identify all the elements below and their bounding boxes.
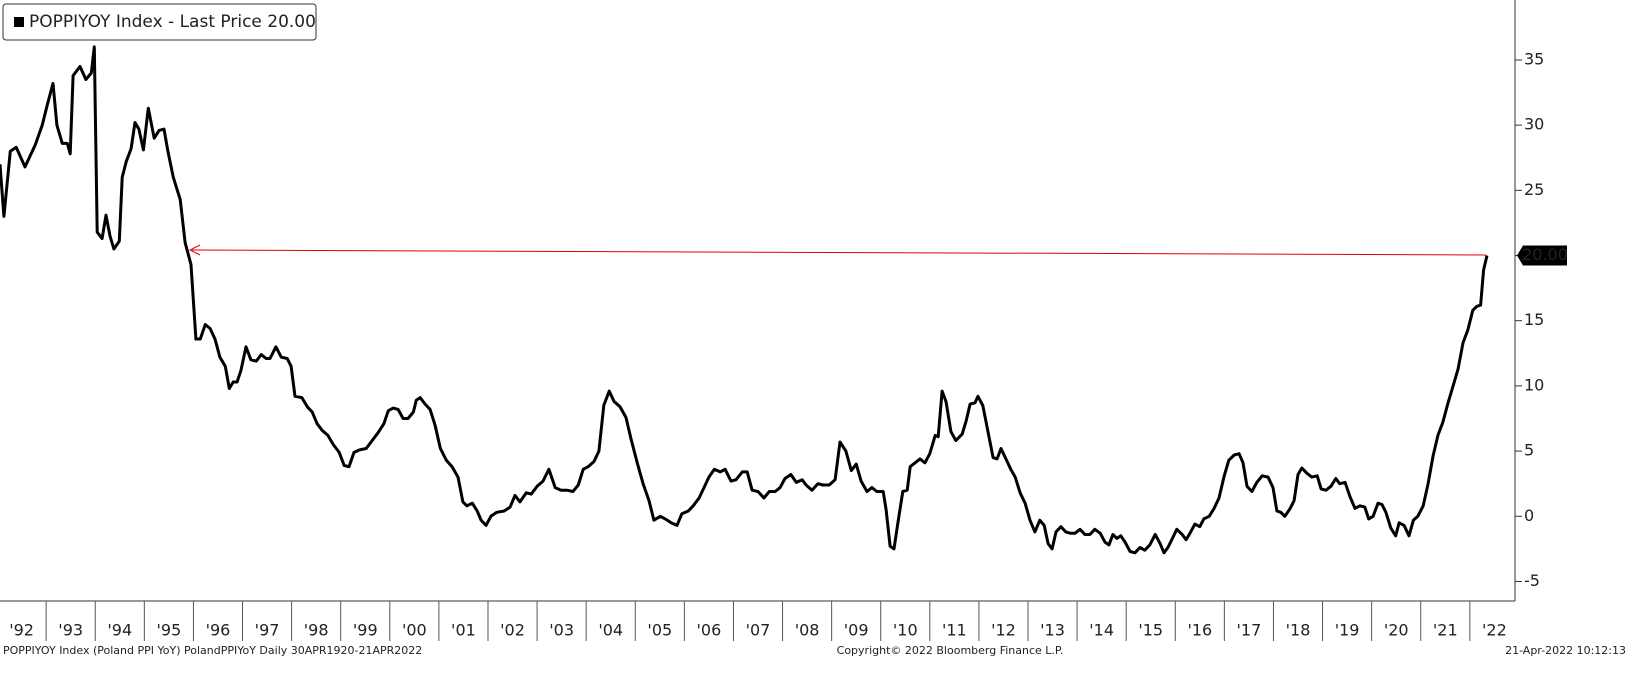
x-tick-label: '97 xyxy=(255,621,280,640)
x-tick-label: '03 xyxy=(549,621,574,640)
footer-center: Copyright© 2022 Bloomberg Finance L.P. xyxy=(837,644,1064,657)
reference-line xyxy=(191,249,1487,256)
y-tick-label: 5 xyxy=(1524,441,1534,460)
x-tick-label: '94 xyxy=(107,621,132,640)
x-tick-label: '17 xyxy=(1237,621,1262,640)
x-tick-label: '09 xyxy=(844,621,869,640)
x-tick-label: '00 xyxy=(402,621,427,640)
x-tick-label: '21 xyxy=(1433,621,1458,640)
y-tick-label: 35 xyxy=(1524,49,1544,68)
x-tick-label: '99 xyxy=(353,621,378,640)
y-tick-label: 15 xyxy=(1524,310,1544,329)
last-price-tag xyxy=(1517,245,1567,266)
x-tick-label: '19 xyxy=(1335,621,1360,640)
x-tick-label: '08 xyxy=(795,621,820,640)
x-tick-label: '16 xyxy=(1187,621,1212,640)
x-tick-label: '11 xyxy=(942,621,967,640)
series-line xyxy=(0,45,1489,555)
x-tick-label: '05 xyxy=(647,621,672,640)
x-tick-label: '14 xyxy=(1089,621,1114,640)
x-tick-label: '93 xyxy=(58,621,83,640)
x-tick-label: '95 xyxy=(156,621,181,640)
x-tick-label: '12 xyxy=(991,621,1016,640)
reference-arrow xyxy=(188,244,201,256)
y-tick-label: -5 xyxy=(1524,571,1540,590)
x-tick-label: '01 xyxy=(451,621,476,640)
y-tick-label: 0 xyxy=(1524,506,1534,525)
legend-swatch xyxy=(14,17,24,27)
y-tick-label: 10 xyxy=(1524,375,1544,394)
footer-right: 21-Apr-2022 10:12:13 xyxy=(1505,644,1626,657)
last-price-label: 20.00 xyxy=(1522,245,1568,264)
x-tick-label: '22 xyxy=(1482,621,1507,640)
x-tick-label: '15 xyxy=(1138,621,1163,640)
legend-box xyxy=(2,3,317,41)
y-tick-label: 30 xyxy=(1524,115,1544,134)
x-tick-label: '10 xyxy=(893,621,918,640)
x-tick-label: '98 xyxy=(304,621,329,640)
x-tick-label: '04 xyxy=(598,621,623,640)
x-tick-label: '92 xyxy=(9,621,34,640)
x-tick-label: '06 xyxy=(697,621,722,640)
x-tick-label: '20 xyxy=(1384,621,1409,640)
x-tick-label: '18 xyxy=(1286,621,1311,640)
x-tick-label: '13 xyxy=(1040,621,1065,640)
x-tick-label: '96 xyxy=(206,621,231,640)
x-tick-label: '02 xyxy=(500,621,525,640)
x-tick-label: '07 xyxy=(746,621,771,640)
legend-label: POPPIYOY Index - Last Price 20.00 xyxy=(29,12,316,32)
y-tick-label: 25 xyxy=(1524,180,1544,199)
footer-left: POPPIYOY Index (Poland PPI YoY) PolandPP… xyxy=(3,644,422,657)
